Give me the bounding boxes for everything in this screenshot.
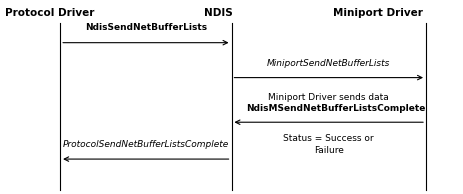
Text: NdisMSendNetBufferListsComplete: NdisMSendNetBufferListsComplete [247,104,426,113]
Text: NDIS: NDIS [204,8,232,18]
Text: Miniport Driver sends data: Miniport Driver sends data [269,94,389,102]
Text: NdisSendNetBufferLists: NdisSendNetBufferLists [85,23,207,32]
Text: Miniport Driver: Miniport Driver [333,8,423,18]
Text: Protocol Driver: Protocol Driver [5,8,94,18]
Text: Status = Success or
Failure: Status = Success or Failure [283,134,374,155]
Text: ProtocolSendNetBufferListsComplete: ProtocolSendNetBufferListsComplete [63,140,229,149]
Text: MiniportSendNetBufferLists: MiniportSendNetBufferLists [267,59,390,68]
